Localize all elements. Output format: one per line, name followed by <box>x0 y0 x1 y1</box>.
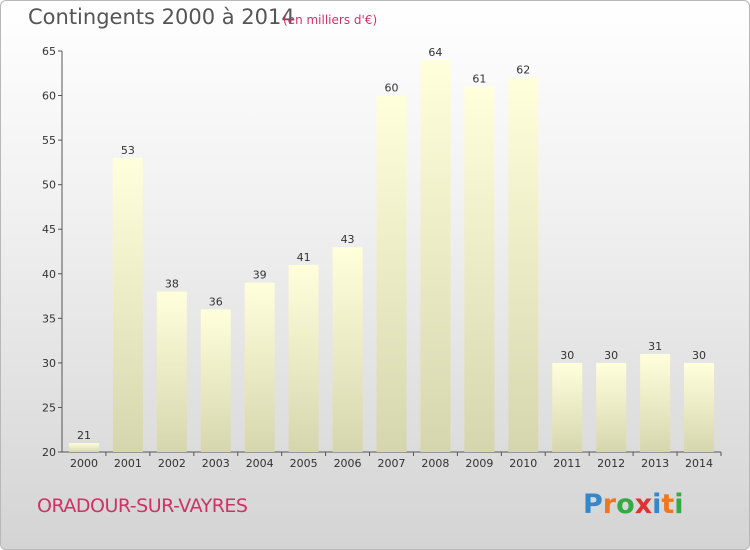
x-tick-label: 2008 <box>421 457 449 470</box>
y-tick-label: 50 <box>42 179 56 192</box>
x-tick-label: 2004 <box>246 457 274 470</box>
bar <box>508 77 539 452</box>
data-label: 60 <box>385 82 399 95</box>
x-tick-label: 2011 <box>553 457 581 470</box>
data-label: 64 <box>428 46 442 59</box>
bar <box>200 309 231 452</box>
data-label: 39 <box>253 269 267 282</box>
data-label: 61 <box>472 73 486 86</box>
bar <box>112 157 143 452</box>
x-tick-label: 2013 <box>641 457 669 470</box>
x-tick-label: 2010 <box>509 457 537 470</box>
x-tick-label: 2001 <box>114 457 142 470</box>
data-label: 41 <box>297 251 311 264</box>
data-label: 30 <box>692 349 706 362</box>
x-tick-label: 2012 <box>597 457 625 470</box>
chart-subtitle: (en milliers d'€) <box>283 13 378 27</box>
commune-name: ORADOUR-SUR-VAYRES <box>37 495 248 517</box>
bar <box>552 362 583 452</box>
x-tick-label: 2002 <box>158 457 186 470</box>
data-label: 53 <box>121 144 135 157</box>
logo-letter: i <box>674 489 684 520</box>
bar <box>420 59 451 453</box>
y-tick-label: 20 <box>42 446 56 459</box>
data-label: 62 <box>516 64 530 77</box>
proxiti-logo: Proxiti <box>583 489 684 520</box>
bar <box>376 95 407 453</box>
chart-title: Contingents 2000 à 2014 <box>28 5 295 29</box>
y-tick-label: 65 <box>42 45 56 58</box>
y-tick-label: 40 <box>42 268 56 281</box>
logo-letter: r <box>602 489 617 520</box>
bar <box>596 362 627 452</box>
bar <box>640 353 671 452</box>
y-tick-label: 55 <box>42 134 56 147</box>
data-label: 31 <box>648 340 662 353</box>
logo-letter: t <box>661 489 675 520</box>
data-label: 43 <box>341 233 355 246</box>
data-label: 30 <box>560 349 574 362</box>
data-label: 36 <box>209 295 223 308</box>
bar <box>464 86 495 453</box>
bar <box>332 247 363 452</box>
data-label: 30 <box>604 349 618 362</box>
logo-letter: x <box>634 489 653 520</box>
logo-letter: P <box>583 489 603 520</box>
y-tick-label: 35 <box>42 312 56 325</box>
x-tick-label: 2006 <box>334 457 362 470</box>
bar <box>684 362 715 452</box>
x-tick-label: 2009 <box>465 457 493 470</box>
y-tick-label: 60 <box>42 90 56 103</box>
bar <box>244 282 275 452</box>
bar <box>68 443 99 452</box>
y-tick-label: 45 <box>42 223 56 236</box>
x-tick-label: 2007 <box>378 457 406 470</box>
bar <box>288 264 319 452</box>
y-tick-label: 30 <box>42 357 56 370</box>
x-tick-label: 2005 <box>290 457 318 470</box>
x-tick-label: 2003 <box>202 457 230 470</box>
logo-letter: o <box>616 489 635 520</box>
y-tick-label: 25 <box>42 401 56 414</box>
bar <box>156 291 187 452</box>
logo-letter: i <box>652 489 662 520</box>
x-tick-label: 2000 <box>70 457 98 470</box>
data-label: 38 <box>165 278 179 291</box>
data-label: 21 <box>77 429 91 442</box>
x-tick-label: 2014 <box>685 457 713 470</box>
